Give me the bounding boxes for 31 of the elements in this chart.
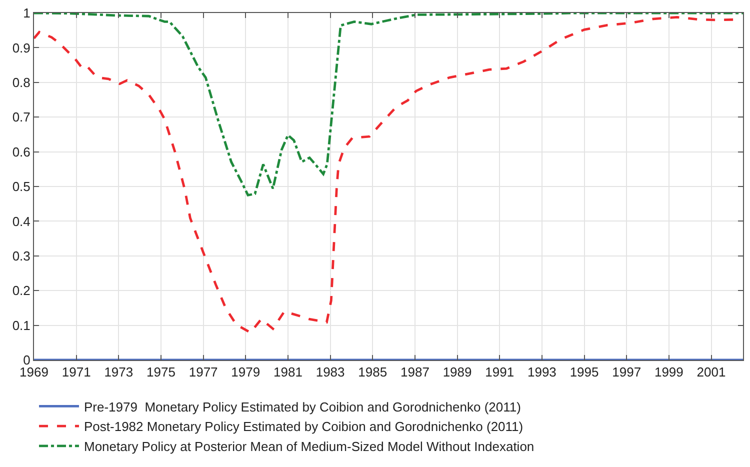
y-tick-label: 0.4 [12, 214, 30, 229]
x-tick-label: 1991 [485, 364, 514, 380]
x-tick-label: 1995 [570, 364, 599, 380]
y-tick-label: 1 [23, 6, 30, 21]
x-tick-label: 1993 [527, 364, 556, 380]
x-tick-label: 1983 [316, 364, 345, 380]
x-tick-label: 1973 [104, 364, 134, 380]
y-tick-label: 0.5 [12, 179, 30, 194]
legend-label: Monetary Policy at Posterior Mean of Medium-Sized Model Without Indexation [84, 439, 534, 454]
x-tick-label: 1981 [274, 364, 302, 380]
x-tick-label: 1987 [400, 364, 430, 380]
x-tick-label: 1985 [358, 364, 388, 380]
x-tick-label: 2001 [696, 364, 726, 380]
y-tick-label: 0.3 [12, 248, 30, 264]
line-series [34, 16, 736, 334]
x-tick-label: 1971 [62, 364, 91, 380]
x-tick-label: 1989 [442, 364, 472, 380]
line-series [34, 13, 743, 196]
legend-label: Post-1982 Monetary Policy Estimated by Coibion and Gorodnichenko (2011) [84, 419, 524, 434]
legend-label: Pre-1979 Monetary Policy Estimated by Coibion and Gorodnichenko (2011) [84, 399, 521, 414]
x-tick-label: 1977 [188, 364, 218, 380]
x-tick-label: 1979 [231, 364, 260, 380]
x-tick-label: 1999 [654, 364, 684, 380]
y-tick-label: 0.7 [12, 110, 30, 125]
y-tick-label: 0.1 [12, 318, 30, 333]
y-tick-label: 0.6 [12, 144, 30, 160]
y-tick-label: 0.2 [12, 283, 30, 298]
x-tick-label: 1975 [146, 364, 176, 380]
y-tick-label: 0.9 [12, 40, 30, 56]
x-tick-label: 1997 [612, 364, 642, 380]
y-tick-label: 0.8 [12, 74, 30, 90]
